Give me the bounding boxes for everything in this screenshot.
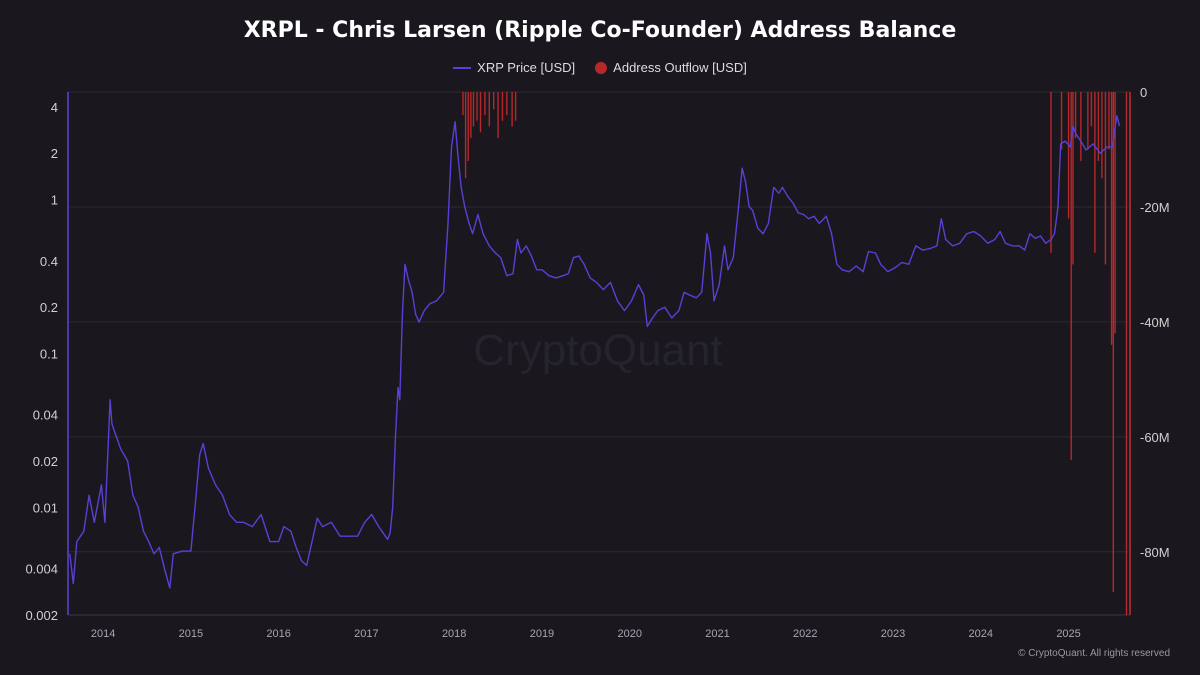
copyright-footer: © CryptoQuant. All rights reserved xyxy=(1018,648,1170,659)
chart-legend: XRP Price [USD] Address Outflow [USD] xyxy=(0,60,1200,75)
y-left-tick-7: 0.02 xyxy=(33,454,58,469)
y-left-tick-3: 0.4 xyxy=(40,254,58,269)
x-tick-10: 2024 xyxy=(969,628,993,640)
y-left-tick-8: 0.01 xyxy=(33,500,58,515)
y-right-tick-1: -20M xyxy=(1140,200,1170,215)
y-right-tick-4: -80M xyxy=(1140,545,1170,560)
y-left-tick-0: 4 xyxy=(51,100,58,115)
x-tick-9: 2023 xyxy=(881,628,905,640)
legend-dot-swatch xyxy=(595,61,608,74)
x-tick-2: 2016 xyxy=(266,628,290,640)
y-left-tick-2: 1 xyxy=(51,193,58,208)
y-left-tick-6: 0.04 xyxy=(33,408,58,423)
y-right-tick-3: -60M xyxy=(1140,430,1170,445)
y-left-tick-9: 0.004 xyxy=(25,562,58,577)
y-right-tick-2: -40M xyxy=(1140,315,1170,330)
x-tick-0: 2014 xyxy=(91,628,115,640)
x-tick-5: 2019 xyxy=(530,628,554,640)
price-line xyxy=(69,115,1121,589)
x-tick-11: 2025 xyxy=(1056,628,1080,640)
legend-item-outflow[interactable]: Address Outflow [USD] xyxy=(595,60,747,75)
legend-label-price: XRP Price [USD] xyxy=(477,60,576,75)
y-left-tick-10: 0.002 xyxy=(25,608,58,623)
x-tick-7: 2021 xyxy=(705,628,729,640)
x-tick-1: 2015 xyxy=(179,628,203,640)
y-right-tick-0: 0 xyxy=(1140,85,1147,100)
y-left-tick-5: 0.1 xyxy=(40,347,58,362)
y-left-tick-4: 0.2 xyxy=(40,300,58,315)
watermark: CryptoQuant xyxy=(473,326,722,375)
legend-line-swatch xyxy=(453,66,472,69)
legend-label-outflow: Address Outflow [USD] xyxy=(613,60,747,75)
x-tick-3: 2017 xyxy=(354,628,378,640)
x-tick-6: 2020 xyxy=(617,628,641,640)
x-tick-4: 2018 xyxy=(442,628,466,640)
y-left-tick-1: 2 xyxy=(51,146,58,161)
legend-item-price[interactable]: XRP Price [USD] xyxy=(453,60,575,75)
chart-title: XRPL - Chris Larsen (Ripple Co-Founder) … xyxy=(243,18,957,43)
x-tick-8: 2022 xyxy=(793,628,817,640)
